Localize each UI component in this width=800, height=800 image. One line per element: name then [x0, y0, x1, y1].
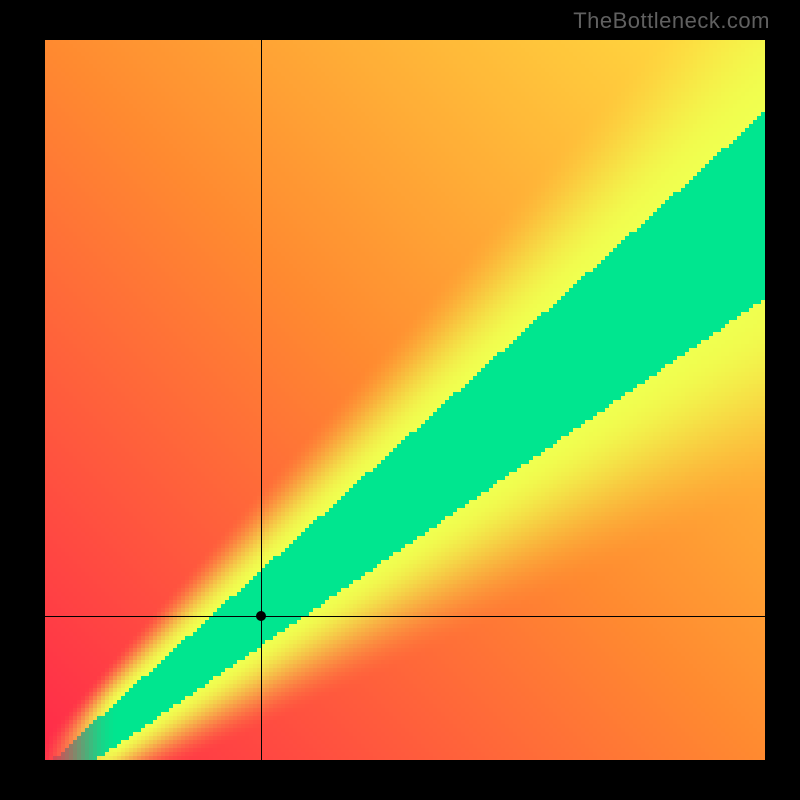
ytick	[37, 760, 45, 761]
xtick	[765, 760, 766, 768]
xtick	[189, 760, 190, 768]
ytick	[37, 472, 45, 473]
ytick	[37, 400, 45, 401]
ytick	[37, 328, 45, 329]
crosshair-vertical	[261, 40, 262, 760]
ytick	[37, 40, 45, 41]
xtick	[45, 760, 46, 768]
ytick	[37, 544, 45, 545]
watermark-text: TheBottleneck.com	[573, 8, 770, 34]
ytick	[37, 616, 45, 617]
xtick	[333, 760, 334, 768]
ytick	[37, 112, 45, 113]
ytick	[37, 256, 45, 257]
heatmap-canvas	[45, 40, 765, 760]
xtick	[693, 760, 694, 768]
bottleneck-heatmap	[45, 40, 765, 760]
xtick	[621, 760, 622, 768]
xtick	[549, 760, 550, 768]
crosshair-marker-dot	[256, 611, 266, 621]
ytick	[37, 184, 45, 185]
crosshair-horizontal	[45, 616, 765, 617]
ytick	[37, 688, 45, 689]
xtick	[405, 760, 406, 768]
xtick	[117, 760, 118, 768]
xtick	[261, 760, 262, 768]
xtick	[477, 760, 478, 768]
